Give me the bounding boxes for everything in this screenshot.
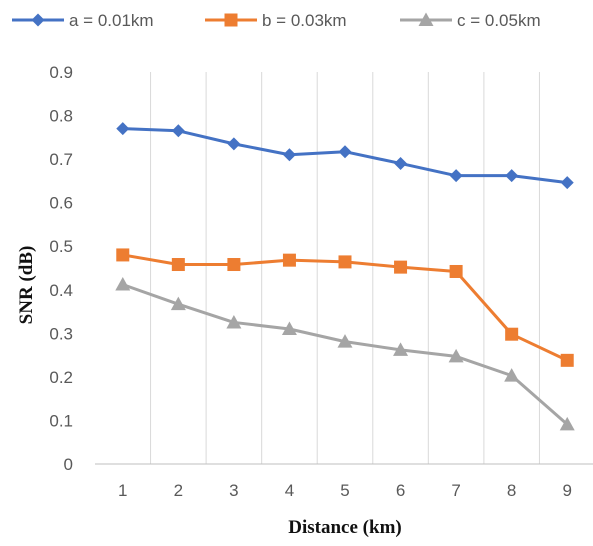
series-triangle bbox=[115, 277, 575, 431]
legend-label: a = 0.01km bbox=[69, 11, 154, 30]
data-point bbox=[449, 264, 463, 278]
x-tick-label: 2 bbox=[174, 481, 183, 500]
data-point bbox=[505, 169, 519, 183]
x-tick-label: 1 bbox=[118, 481, 127, 500]
data-point bbox=[226, 314, 242, 329]
y-tick-label: 0.2 bbox=[49, 368, 73, 387]
data-point bbox=[505, 327, 519, 341]
data-point bbox=[448, 348, 464, 363]
data-point bbox=[559, 416, 575, 431]
legend-item: a = 0.01km bbox=[12, 11, 154, 30]
data-point bbox=[116, 122, 130, 136]
data-point bbox=[171, 258, 185, 272]
x-tick-label: 3 bbox=[229, 481, 238, 500]
data-point bbox=[282, 148, 296, 162]
legend-label: c = 0.05km bbox=[457, 11, 541, 30]
data-point bbox=[115, 277, 131, 291]
y-tick-label: 0.8 bbox=[49, 107, 73, 126]
x-tick-label: 5 bbox=[340, 481, 349, 500]
series-square bbox=[116, 248, 574, 367]
x-tick-label: 4 bbox=[285, 481, 294, 500]
y-axis-title: SNR (dB) bbox=[16, 246, 37, 325]
data-point bbox=[394, 156, 408, 170]
x-axis-title: Distance (km) bbox=[288, 517, 401, 538]
y-tick-label: 0.6 bbox=[49, 194, 73, 213]
y-tick-label: 0.4 bbox=[49, 281, 73, 300]
data-point bbox=[116, 248, 130, 262]
data-point bbox=[504, 368, 520, 382]
chart-legend: a = 0.01km b = 0.03km c = 0.05km bbox=[12, 11, 541, 30]
x-tick-label: 9 bbox=[562, 481, 571, 500]
data-point bbox=[281, 321, 297, 335]
x-tick-label: 8 bbox=[507, 481, 516, 500]
legend-marker bbox=[224, 13, 238, 27]
data-point bbox=[337, 334, 353, 348]
data-point bbox=[560, 353, 574, 367]
data-point bbox=[338, 255, 352, 269]
y-tick-label: 0.7 bbox=[49, 150, 73, 169]
y-tick-label: 0 bbox=[64, 455, 73, 474]
y-tick-label: 0.9 bbox=[49, 63, 73, 82]
data-point bbox=[282, 253, 296, 267]
data-point bbox=[338, 145, 352, 159]
data-point bbox=[560, 176, 574, 190]
series-line bbox=[122, 283, 569, 426]
y-tick-label: 0.1 bbox=[49, 411, 73, 430]
y-tick-label: 0.5 bbox=[49, 237, 73, 256]
legend-marker bbox=[31, 13, 45, 27]
legend-item: c = 0.05km bbox=[400, 11, 541, 30]
legend-label: b = 0.03km bbox=[262, 11, 347, 30]
x-tick-labels: 1 2 3 4 5 6 7 8 9 bbox=[118, 481, 572, 500]
data-point bbox=[170, 296, 186, 311]
x-tick-label: 7 bbox=[451, 481, 460, 500]
data-point bbox=[393, 342, 409, 356]
y-tick-label: 0.3 bbox=[49, 324, 73, 343]
x-tick-label: 6 bbox=[396, 481, 405, 500]
data-point bbox=[394, 260, 408, 274]
data-point bbox=[227, 137, 241, 151]
legend-item: b = 0.03km bbox=[205, 11, 347, 30]
series-diamond bbox=[116, 122, 574, 190]
legend-marker bbox=[418, 12, 434, 26]
data-point bbox=[449, 169, 463, 183]
chart-series bbox=[115, 122, 575, 431]
y-tick-labels: 0 0.1 0.2 0.3 0.4 0.5 0.6 0.7 0.8 0.9 bbox=[49, 63, 73, 474]
data-point bbox=[227, 258, 241, 272]
data-point bbox=[171, 124, 185, 138]
